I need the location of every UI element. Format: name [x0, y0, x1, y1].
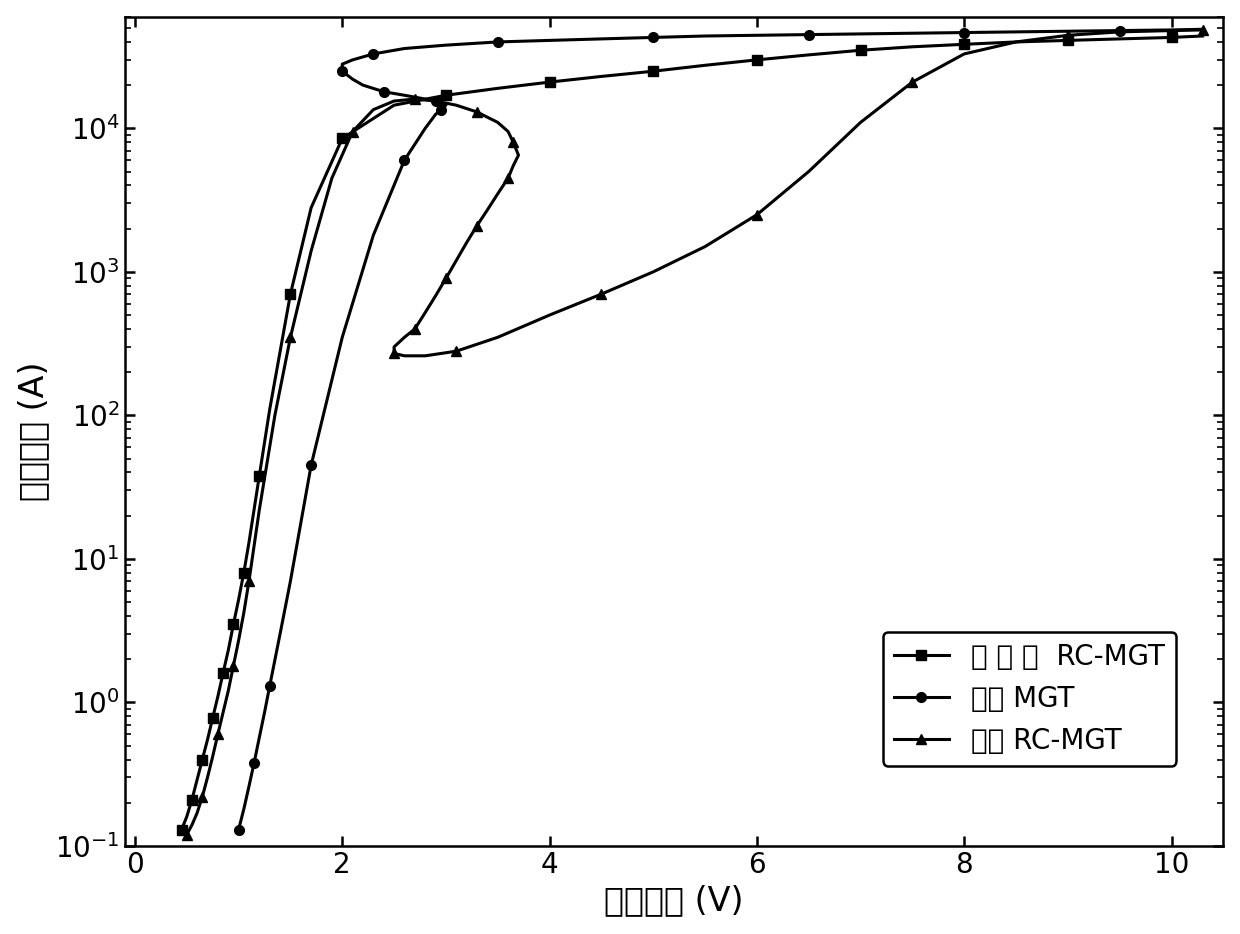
常规 MGT — [1195, 23, 1210, 35]
常规 RC-MGT — [439, 273, 454, 284]
常规 MGT — [397, 43, 412, 54]
常规 MGT — [356, 79, 371, 91]
常规 MGT — [283, 575, 298, 587]
常规 MGT — [345, 54, 360, 65]
Line: 常规 MGT: 常规 MGT — [233, 24, 1208, 834]
本 发 明  RC-MGT — [262, 403, 277, 415]
常规 MGT — [335, 332, 350, 343]
本 发 明  RC-MGT — [905, 41, 920, 52]
常规 RC-MGT — [180, 829, 195, 841]
常规 MGT — [1060, 25, 1075, 36]
常规 MGT — [957, 27, 972, 38]
本 发 明  RC-MGT — [226, 618, 241, 630]
Legend: 本 发 明  RC-MGT, 常规 MGT, 常规 RC-MGT: 本 发 明 RC-MGT, 常规 MGT, 常规 RC-MGT — [883, 631, 1177, 766]
常规 MGT — [439, 39, 454, 50]
常规 MGT — [418, 93, 433, 105]
Line: 常规 RC-MGT: 常规 RC-MGT — [182, 25, 1208, 840]
常规 MGT — [304, 460, 319, 471]
Line: 本 发 明  RC-MGT: 本 发 明 RC-MGT — [177, 31, 1208, 834]
本 发 明  RC-MGT — [1112, 34, 1127, 45]
常规 MGT — [376, 86, 391, 97]
常规 MGT — [1164, 24, 1179, 35]
常规 MGT — [594, 34, 609, 45]
X-axis label: 阳极电压 (V): 阳极电压 (V) — [604, 884, 744, 917]
常规 MGT — [905, 28, 920, 39]
常规 MGT — [698, 31, 713, 42]
常规 RC-MGT — [1195, 24, 1210, 35]
常规 MGT — [433, 104, 448, 115]
本 发 明  RC-MGT — [335, 133, 350, 144]
常规 MGT — [801, 29, 816, 40]
本 发 明  RC-MGT — [1195, 31, 1210, 42]
常规 MGT — [397, 155, 412, 166]
本 发 明  RC-MGT — [180, 811, 195, 822]
常规 MGT — [335, 59, 350, 70]
本 发 明  RC-MGT — [853, 45, 868, 56]
常规 MGT — [439, 100, 454, 111]
本 发 明  RC-MGT — [231, 594, 246, 605]
本 发 明  RC-MGT — [801, 50, 816, 61]
本 发 明  RC-MGT — [190, 774, 205, 785]
常规 MGT — [397, 90, 412, 101]
常规 MGT — [257, 707, 272, 718]
本 发 明  RC-MGT — [283, 289, 298, 300]
本 发 明  RC-MGT — [185, 794, 200, 805]
本 发 明  RC-MGT — [490, 83, 505, 94]
常规 MGT — [433, 97, 448, 108]
常规 MGT — [247, 757, 262, 769]
常规 MGT — [542, 35, 557, 46]
本 发 明  RC-MGT — [594, 71, 609, 82]
本 发 明  RC-MGT — [698, 60, 713, 71]
常规 MGT — [335, 65, 350, 77]
常规 MGT — [428, 95, 443, 106]
本 发 明  RC-MGT — [195, 754, 210, 765]
常规 MGT — [1112, 25, 1127, 36]
本 发 明  RC-MGT — [1060, 35, 1075, 46]
常规 MGT — [273, 629, 288, 640]
常规 MGT — [242, 781, 257, 792]
常规 MGT — [252, 732, 267, 743]
常规 MGT — [646, 32, 661, 43]
本 发 明  RC-MGT — [242, 537, 257, 548]
常规 RC-MGT — [268, 410, 283, 421]
本 发 明  RC-MGT — [211, 691, 226, 702]
常规 MGT — [428, 109, 443, 120]
常规 MGT — [345, 74, 360, 85]
常规 MGT — [366, 230, 381, 241]
常规 MGT — [231, 824, 246, 835]
本 发 明  RC-MGT — [1008, 36, 1023, 48]
本 发 明  RC-MGT — [957, 38, 972, 50]
常规 RC-MGT — [480, 205, 495, 216]
本 发 明  RC-MGT — [439, 90, 454, 101]
本 发 明  RC-MGT — [387, 100, 402, 111]
本 发 明  RC-MGT — [252, 470, 267, 481]
常规 MGT — [749, 30, 764, 41]
本 发 明  RC-MGT — [304, 202, 319, 213]
常规 RC-MGT — [801, 166, 816, 177]
本 发 明  RC-MGT — [200, 734, 215, 745]
本 发 明  RC-MGT — [646, 65, 661, 77]
常规 MGT — [237, 803, 252, 814]
常规 MGT — [490, 36, 505, 48]
本 发 明  RC-MGT — [206, 713, 221, 724]
本 发 明  RC-MGT — [749, 54, 764, 65]
本 发 明  RC-MGT — [1164, 32, 1179, 43]
常规 MGT — [262, 681, 277, 692]
本 发 明  RC-MGT — [237, 567, 252, 578]
常规 MGT — [1008, 26, 1023, 37]
常规 MGT — [418, 122, 433, 134]
本 发 明  RC-MGT — [174, 824, 188, 835]
本 发 明  RC-MGT — [216, 668, 231, 679]
Y-axis label: 阳极电流 (A): 阳极电流 (A) — [16, 361, 50, 501]
常规 MGT — [366, 49, 381, 60]
本 发 明  RC-MGT — [542, 77, 557, 88]
本 发 明  RC-MGT — [221, 644, 236, 656]
常规 RC-MGT — [408, 93, 423, 105]
常规 MGT — [853, 28, 868, 39]
常规 RC-MGT — [242, 575, 257, 587]
